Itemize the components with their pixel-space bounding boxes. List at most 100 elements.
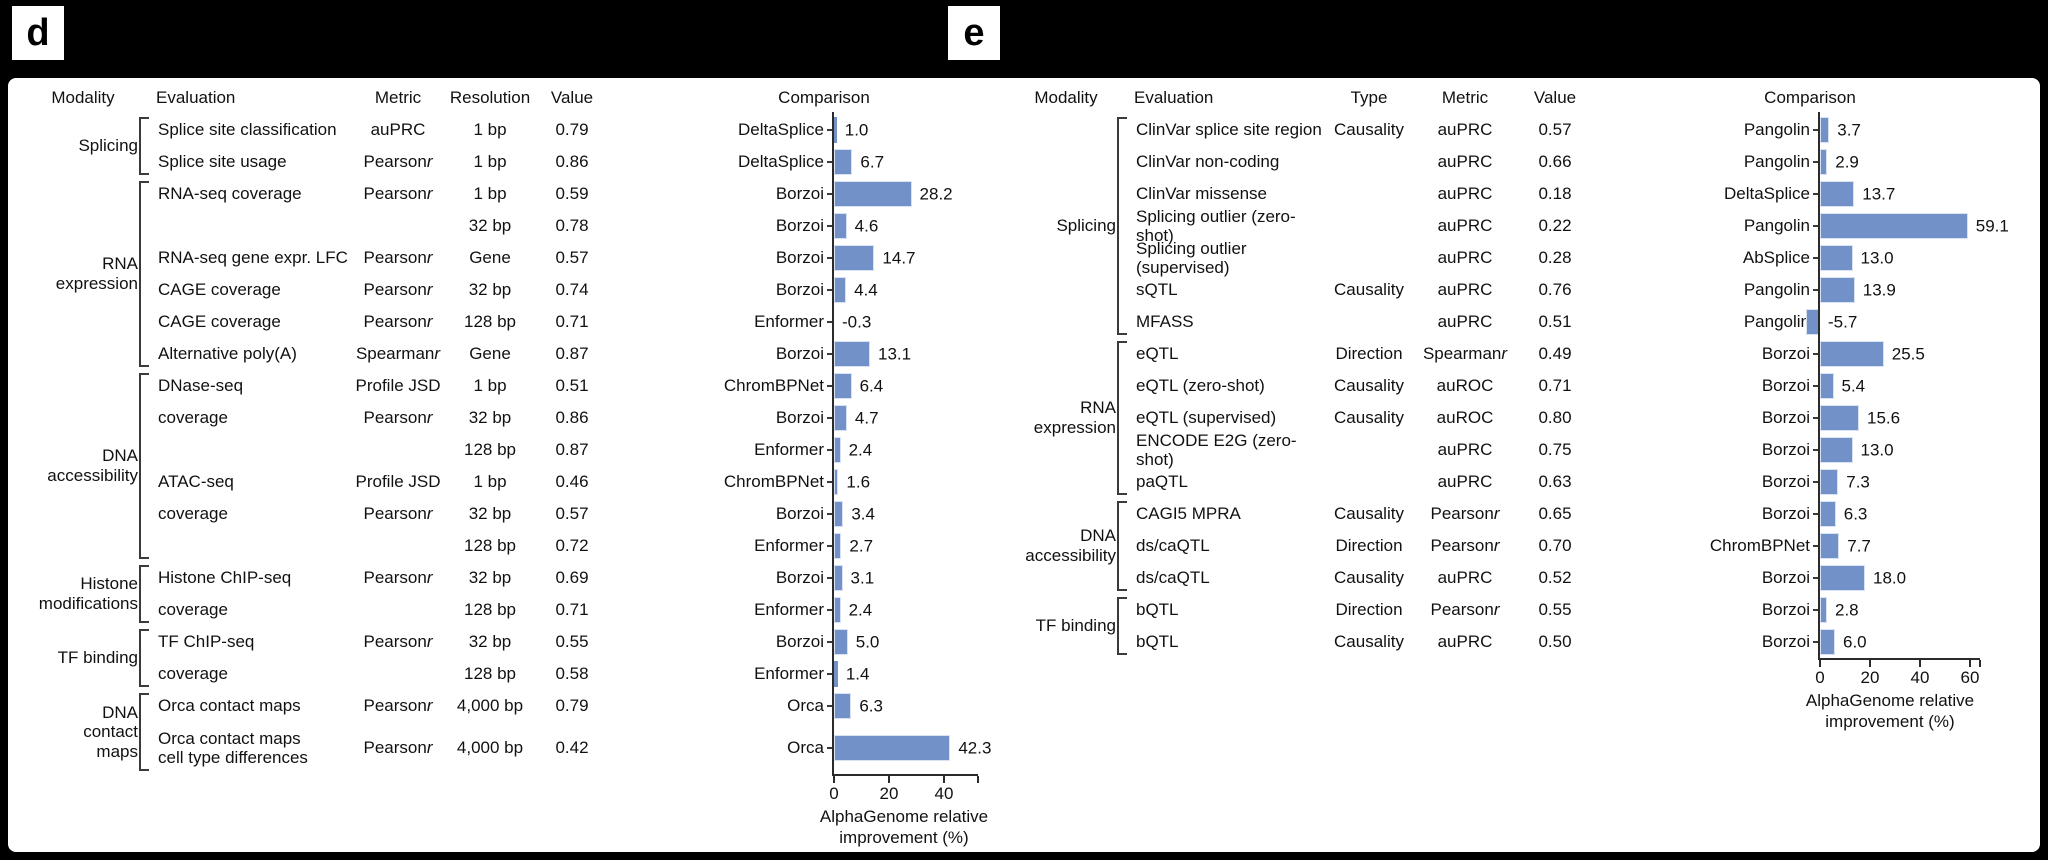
chart-cell: 6.3	[1813, 498, 2032, 530]
table-row: coverage Pearson r 32 bp 0.57 Borzoi 3.4	[28, 498, 1016, 530]
table-row: Splice site usage Pearson r 1 bp 0.86 DeltaS…	[28, 146, 1016, 178]
cell-comparison: Pangolin	[1743, 120, 1810, 140]
cell-value: 0.22	[1538, 216, 1572, 236]
cell-comparison: ChromBPNet	[723, 472, 824, 492]
cell-evaluation	[152, 210, 352, 242]
panel-d: Modality Evaluation Metric Resolution Value C…	[28, 78, 1016, 852]
bar	[1820, 469, 1839, 495]
y-tick	[1813, 577, 1820, 579]
chart-cell: 1.4	[827, 658, 1014, 690]
cell-comparison: Borzoi	[775, 216, 824, 236]
x-axis-end-tick	[1979, 660, 1981, 667]
bar	[834, 149, 853, 175]
group-bracket	[1117, 626, 1127, 655]
cell-evaluation: MFASS	[1136, 312, 1194, 332]
group-bracket-cell	[138, 178, 152, 210]
cell-value: 0.72	[555, 536, 589, 556]
cell-comparison: Pangolin	[1743, 216, 1810, 236]
cell-metric: auPRC	[1437, 312, 1493, 332]
cell-comparison: Borzoi	[1761, 632, 1810, 652]
x-tick-label: 0	[1815, 668, 1825, 687]
cell-value: 0.49	[1538, 344, 1572, 364]
chart-cell: 3.7	[1813, 114, 2032, 146]
group-bracket-cell	[1116, 466, 1130, 498]
cell-metric: auPRC	[1437, 440, 1493, 460]
cell-value: 0.80	[1538, 408, 1572, 428]
cell-comparison: DeltaSplice	[738, 152, 824, 172]
cell-value: 0.86	[555, 152, 589, 172]
chart-cell: 13.0	[1813, 434, 2032, 466]
column-header: Evaluation	[1134, 88, 1214, 107]
column-header: Resolution	[449, 88, 531, 107]
cell-comparison: Borzoi	[1761, 472, 1810, 492]
bar-value-label: 1.6	[846, 472, 871, 492]
cell-value: 0.55	[1538, 600, 1572, 620]
cell-resolution: Gene	[469, 344, 511, 364]
bar-value-label: 1.4	[845, 664, 870, 684]
cell-value: 0.51	[555, 376, 589, 396]
group-bracket-cell	[138, 466, 152, 498]
bar-value-label: -0.3	[842, 312, 872, 332]
bar	[1820, 405, 1859, 431]
bar	[834, 117, 837, 143]
table-row: bQTL Direction Pearson r 0.55 Borzoi 2.8	[1016, 594, 2040, 626]
cell-comparison: Borzoi	[775, 568, 824, 588]
bar-value-label: 18.0	[1873, 568, 1907, 588]
x-tick	[1819, 660, 1821, 667]
group-bracket-cell	[1116, 594, 1130, 626]
cell-evaluation: TF ChIP-seq	[158, 632, 255, 652]
bar	[834, 629, 848, 655]
cell-metric: Pearson r	[363, 152, 433, 172]
table-row: Splicing outlier (supervised) auPRC 0.28 Ab…	[1016, 239, 2040, 277]
group-bracket	[139, 594, 149, 623]
cell-value: 0.58	[555, 664, 589, 684]
cell-value: 0.57	[1538, 120, 1572, 140]
x-tick	[1869, 660, 1871, 667]
group-bracket-cell	[138, 370, 152, 402]
table-row: ClinVar splice site region Causality auPRC…	[1016, 114, 2040, 146]
chart-cell: 2.9	[1813, 146, 2032, 178]
cell-resolution: 1 bp	[473, 152, 507, 172]
cell-comparison: Borzoi	[1761, 376, 1810, 396]
bar	[834, 469, 839, 495]
group-bracket-cell	[138, 210, 152, 242]
chart-cell: 2.4	[827, 594, 1014, 626]
bar-value-label: 3.4	[851, 504, 875, 524]
cell-evaluation: RNA-seq coverage	[158, 184, 302, 204]
y-tick	[827, 577, 834, 579]
group-bracket-cell	[138, 306, 152, 338]
bar-value-label: 6.0	[1843, 632, 1867, 652]
cell-evaluation: CAGE coverage	[158, 280, 281, 300]
table-row: CAGI5 MPRA Causality Pearson r 0.65 Borzoi 6.…	[1016, 498, 2040, 530]
cell-metric	[352, 658, 444, 690]
group-bracket	[1117, 562, 1127, 591]
group-bracket-cell	[1116, 338, 1130, 370]
cell-type	[1325, 210, 1413, 242]
y-tick	[827, 673, 834, 675]
group-bracket	[1117, 402, 1127, 434]
cell-evaluation: coverage	[158, 408, 228, 428]
cell-value: 0.87	[555, 440, 589, 460]
bar-value-label: 2.4	[848, 600, 873, 620]
chart-cell: 1.0	[827, 114, 1014, 146]
table-row: Orca contact maps cell type differences P…	[28, 722, 1016, 774]
x-tick	[943, 776, 945, 783]
x-tick-label: 60	[1960, 668, 1980, 687]
bar-value-label: 13.0	[1860, 440, 1894, 460]
table-row: paQTL auPRC 0.63 Borzoi 7.3	[1016, 466, 2040, 498]
cell-metric: Pearson r	[363, 248, 433, 268]
cell-resolution: 4,000 bp	[456, 738, 524, 758]
y-tick	[1813, 481, 1820, 483]
table-row: CAGE coverage Pearson r 32 bp 0.74 Borzoi 4.4	[28, 274, 1016, 306]
bar-value-label: 1.0	[844, 120, 869, 140]
cell-value: 0.63	[1538, 472, 1572, 492]
cell-value: 0.52	[1538, 568, 1572, 588]
x-tick-label: 20	[879, 784, 899, 803]
cell-comparison: Enformer	[754, 600, 824, 620]
cell-type	[1325, 242, 1413, 274]
group-bracket	[1117, 434, 1127, 466]
cell-metric: auPRC	[1437, 216, 1493, 236]
bar-value-label: 2.7	[849, 536, 874, 556]
group-bracket	[139, 565, 149, 594]
chart-cell: 18.0	[1813, 562, 2032, 594]
